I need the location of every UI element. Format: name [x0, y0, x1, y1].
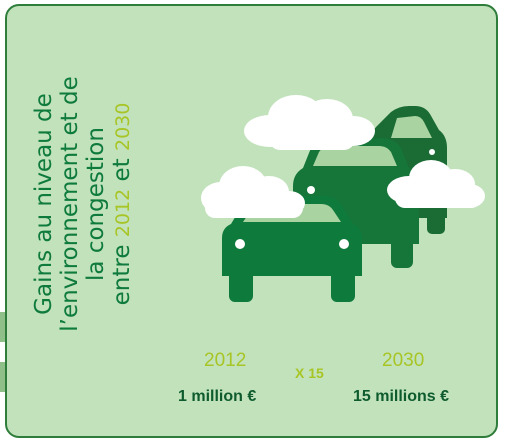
left-year: 2012: [204, 350, 247, 371]
right-year: 2030: [382, 350, 425, 371]
traffic-illustration: [201, 95, 485, 302]
cloud-icon: [244, 95, 375, 150]
cloud-icon: [387, 160, 485, 208]
left-value: 1 million €: [178, 388, 257, 405]
infographic-card: Gains au niveau de l’environnement et de…: [5, 4, 498, 438]
multiplier: X 15: [295, 365, 324, 381]
cloud-icon: [201, 166, 305, 218]
right-value: 15 millions €: [353, 388, 450, 405]
